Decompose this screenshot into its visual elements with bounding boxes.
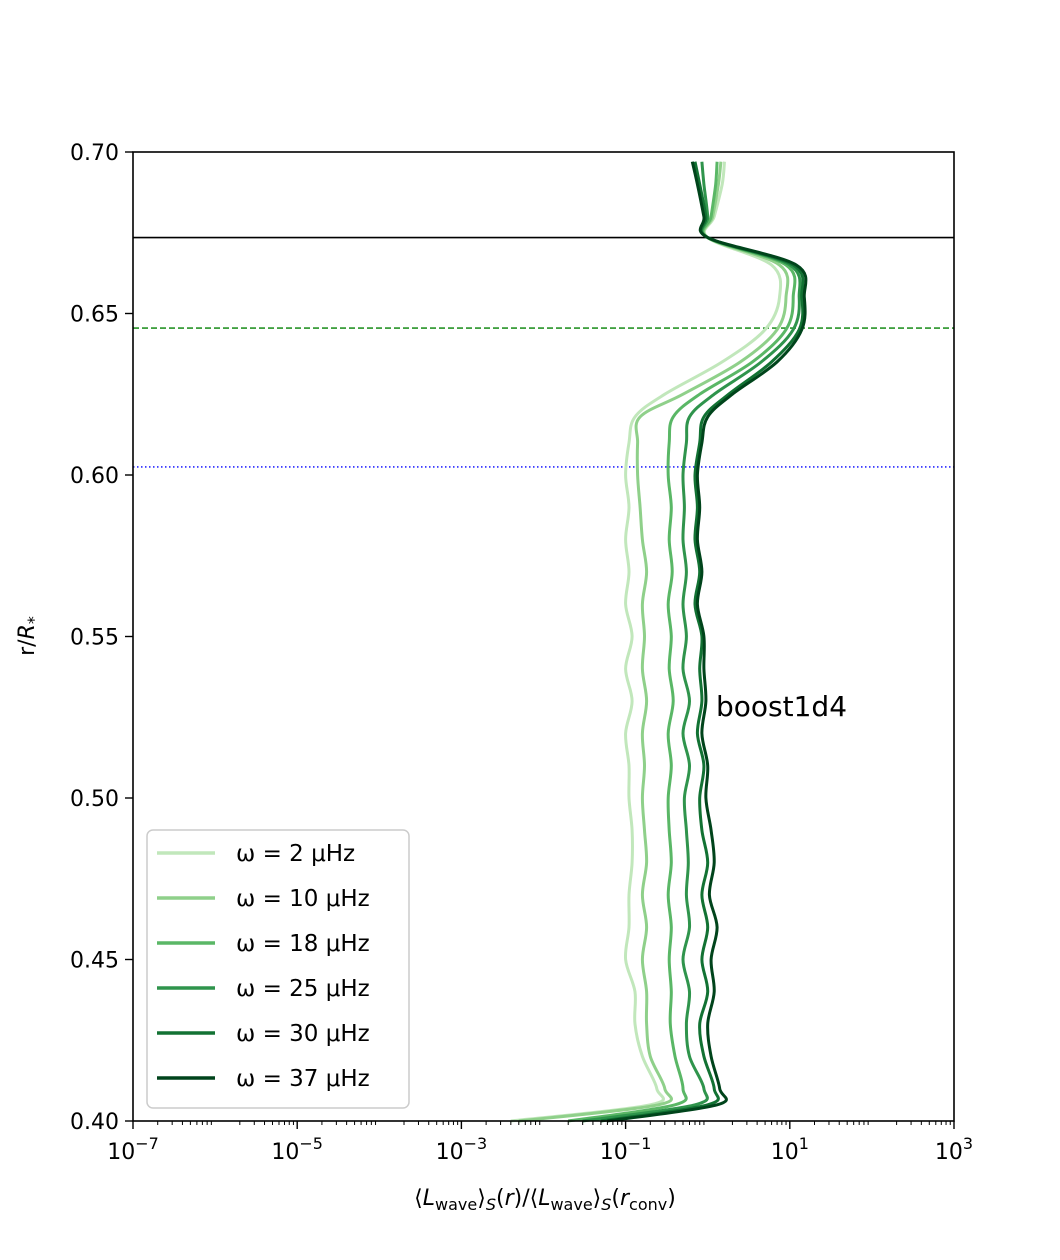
xlabel-sub-wave2: wave: [550, 1195, 592, 1214]
xlabel-close-bracket: ⟩: [477, 1186, 486, 1211]
x-tick-label: 101: [771, 1134, 809, 1165]
series-line-6: [607, 161, 808, 1123]
xlabel-close-bracket2: ⟩: [593, 1186, 602, 1211]
legend-label-1: ω = 2 μHz: [236, 841, 355, 867]
series-line-1: [510, 161, 783, 1123]
xlabel-L: L: [423, 1186, 435, 1211]
xlabel-L2: L: [538, 1186, 550, 1211]
y-axis-ticks: 0.40 0.45 0.50 0.55 0.60 0.65 0.70: [70, 141, 133, 1135]
xlabel-close-paren: ): [667, 1186, 676, 1211]
xlabel-sub-S2: S: [601, 1195, 611, 1214]
x-axis-ticks: 10−7 10−5 10−3 10−1 101 103: [107, 1121, 973, 1165]
xlabel-paren-r: (r)/⟨: [496, 1186, 538, 1211]
legend-label-4: ω = 25 μHz: [236, 976, 370, 1002]
svg-text:⟨Lwave⟩S(r)/⟨Lwave⟩S(rconv): ⟨Lwave⟩S(r)/⟨Lwave⟩S(rconv): [414, 1186, 676, 1214]
legend-label-2: ω = 10 μHz: [236, 886, 370, 912]
x-tick-label: 10−7: [107, 1134, 159, 1165]
x-tick-label: 10−3: [436, 1134, 488, 1165]
legend-label-6: ω = 37 μHz: [236, 1066, 370, 1092]
xlabel-sub-wave: wave: [435, 1195, 477, 1214]
series-line-5: [600, 161, 805, 1123]
svg-text:r/R*: r/R*: [15, 616, 43, 656]
x-tick-label: 10−5: [271, 1134, 323, 1165]
legend-label-5: ω = 30 μHz: [236, 1021, 370, 1047]
y-tick-label: 0.60: [70, 464, 119, 489]
y-axis-label: r/R*: [15, 616, 43, 656]
series-line-3: [567, 161, 797, 1123]
x-tick-label: 10−1: [600, 1134, 652, 1165]
annotation-label: boost1d4: [716, 690, 847, 723]
reference-lines: [133, 236, 954, 468]
legend-label-3: ω = 18 μHz: [236, 931, 370, 957]
y-tick-label: 0.55: [70, 626, 119, 651]
xlabel-paren-rconv: (r: [611, 1186, 631, 1211]
series-lines: [510, 161, 808, 1123]
xlabel-sub-S: S: [486, 1195, 496, 1214]
y-tick-label: 0.50: [70, 787, 119, 812]
xlabel-sub-conv: conv: [629, 1195, 667, 1214]
series-line-2: [518, 161, 790, 1123]
y-tick-label: 0.45: [70, 949, 119, 974]
legend: ω = 2 μHz ω = 10 μHz ω = 18 μHz ω = 25 μHz ω…: [146, 829, 410, 1109]
x-tick-label: 103: [935, 1134, 973, 1165]
series-line-4: [582, 161, 802, 1123]
xlabel-open-bracket: ⟨: [414, 1186, 423, 1211]
y-tick-label: 0.70: [70, 141, 119, 166]
y-tick-label: 0.40: [70, 1110, 119, 1135]
x-axis-label: ⟨Lwave⟩S(r)/⟨Lwave⟩S(rconv): [414, 1186, 676, 1214]
y-tick-label: 0.65: [70, 303, 119, 328]
